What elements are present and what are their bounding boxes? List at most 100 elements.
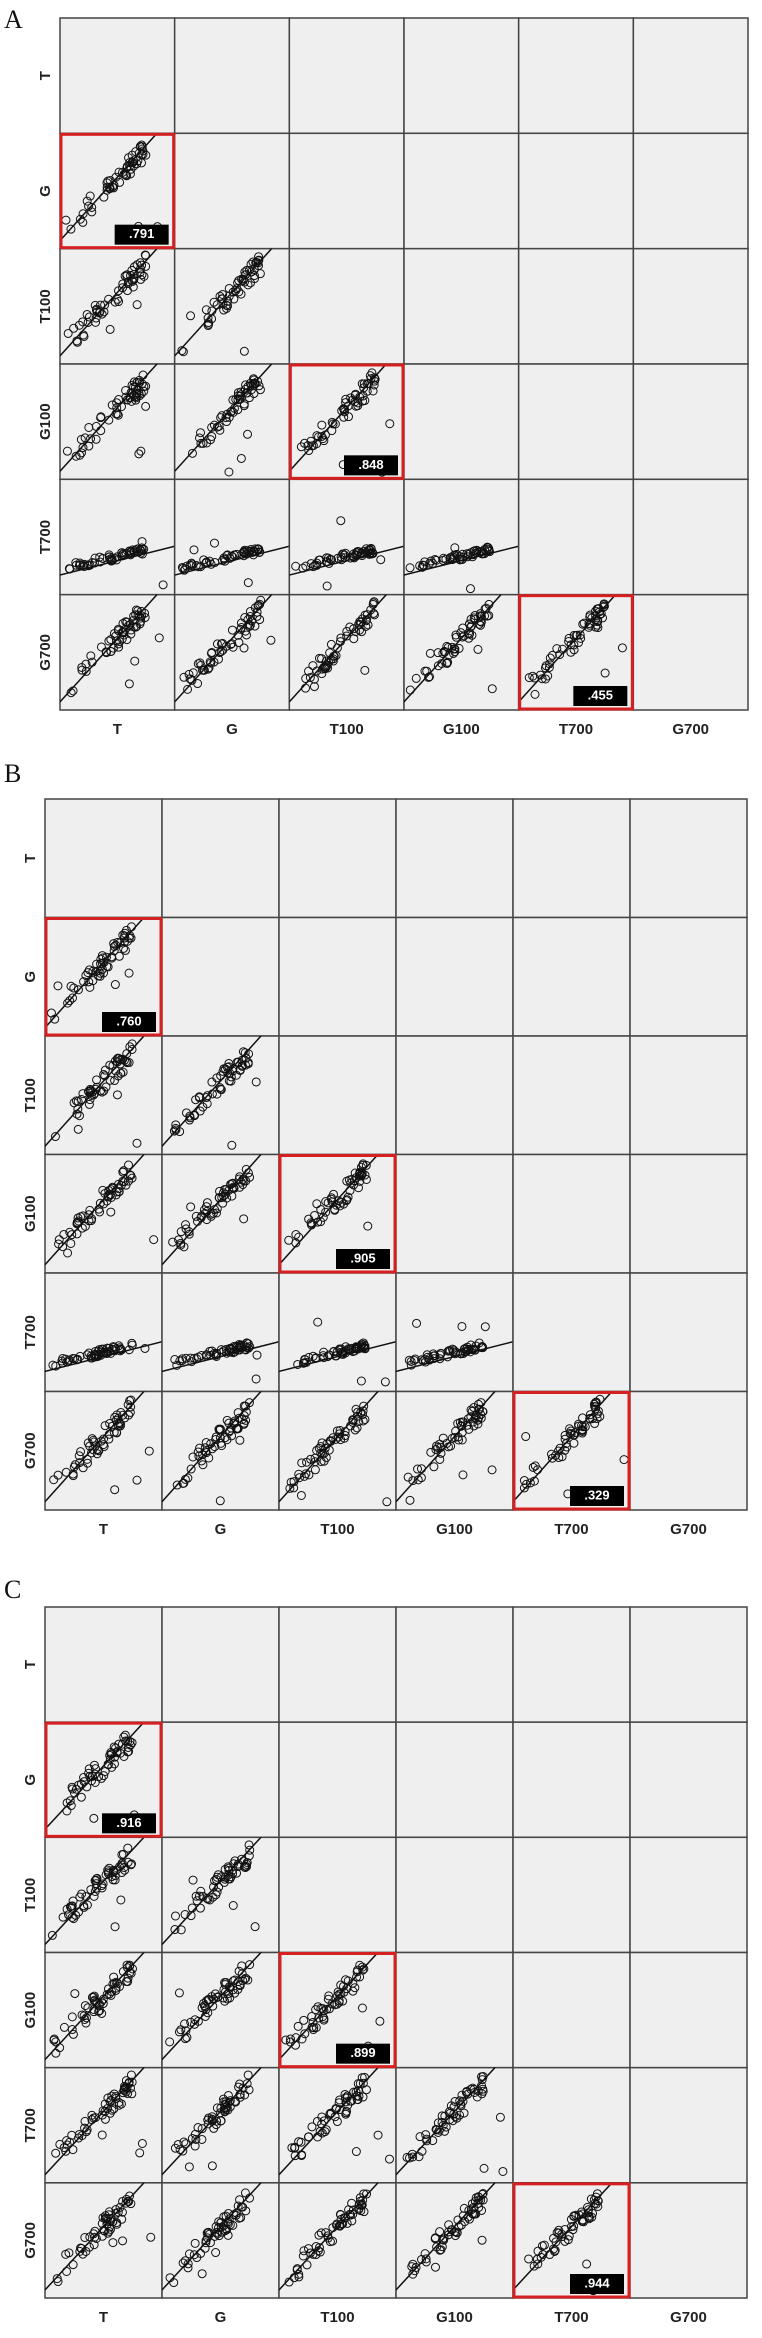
- outlier: [600, 668, 610, 678]
- highlight-box: [518, 594, 634, 711]
- point: [332, 1347, 342, 1357]
- point: [180, 1910, 190, 1920]
- point: [416, 1473, 426, 1483]
- column-label: T: [99, 2309, 108, 2326]
- point: [455, 2096, 465, 2106]
- point: [286, 2034, 296, 2044]
- point: [125, 2083, 135, 2093]
- point: [101, 648, 111, 658]
- point: [321, 1453, 331, 1463]
- point: [301, 683, 311, 693]
- outlier: [243, 429, 253, 439]
- point: [226, 1179, 236, 1189]
- outlier: [186, 1202, 196, 1212]
- point: [85, 1441, 95, 1451]
- point: [290, 2143, 300, 2153]
- scatter-points: [279, 1391, 392, 1507]
- point: [407, 2149, 417, 2159]
- cell: [278, 916, 397, 1037]
- point: [127, 1859, 137, 1869]
- point: [92, 1873, 102, 1883]
- scatter-points: [45, 1391, 154, 1503]
- outlier: [72, 337, 82, 347]
- point: [67, 1901, 77, 1911]
- row-label: G: [37, 185, 54, 197]
- point: [174, 1235, 184, 1245]
- scatter-points: [162, 1391, 262, 1506]
- point: [299, 2246, 309, 2256]
- point: [100, 300, 110, 310]
- point: [63, 328, 73, 338]
- point: [317, 431, 327, 441]
- point: [121, 386, 131, 396]
- point: [477, 2075, 487, 2085]
- point: [101, 1870, 111, 1880]
- point: [307, 1219, 317, 1229]
- point: [404, 1355, 414, 1365]
- point: [217, 294, 227, 304]
- point: [236, 618, 246, 628]
- point: [78, 317, 88, 327]
- point: [245, 1845, 255, 1855]
- point: [104, 415, 114, 425]
- cell: [403, 132, 520, 250]
- point: [319, 1353, 329, 1363]
- point: [221, 300, 231, 310]
- point: [132, 388, 142, 398]
- point: [432, 1441, 442, 1451]
- point: [129, 269, 139, 279]
- point: [528, 1462, 538, 1472]
- point: [78, 209, 88, 219]
- point: [433, 661, 443, 671]
- point: [204, 319, 214, 329]
- point: [551, 1450, 561, 1460]
- point: [68, 2260, 78, 2270]
- point: [99, 2226, 109, 2236]
- correlation-label: .899: [350, 2045, 375, 2060]
- point: [199, 2001, 209, 2011]
- point: [299, 1471, 309, 1481]
- point: [232, 1057, 242, 1067]
- point: [456, 628, 466, 638]
- point: [103, 1865, 113, 1875]
- outlier: [136, 446, 146, 456]
- point: [84, 441, 94, 451]
- point: [126, 1860, 136, 1870]
- point: [317, 2112, 327, 2122]
- point: [251, 258, 261, 268]
- point: [170, 1911, 180, 1921]
- cell: [288, 17, 405, 135]
- point: [111, 409, 121, 419]
- point: [428, 2136, 438, 2146]
- point: [196, 562, 206, 572]
- point: [100, 2099, 110, 2109]
- point: [116, 1068, 126, 1078]
- point: [476, 1398, 486, 1408]
- cell: [161, 1390, 280, 1511]
- cell: [395, 1035, 514, 1156]
- point: [106, 646, 116, 656]
- cell: [632, 17, 749, 135]
- point: [91, 317, 101, 327]
- point: [336, 633, 346, 643]
- cell: [629, 2182, 748, 2299]
- fit-line: [45, 1036, 145, 1147]
- point: [91, 305, 101, 315]
- point: [102, 1196, 112, 1206]
- point: [458, 1417, 468, 1427]
- point: [209, 1994, 219, 2004]
- point: [94, 1772, 104, 1782]
- point: [197, 665, 207, 675]
- point: [109, 939, 119, 949]
- point: [585, 1414, 595, 1424]
- cell: [173, 17, 291, 135]
- point: [54, 1235, 64, 1245]
- point: [362, 610, 372, 620]
- cell: [629, 1035, 748, 1156]
- point: [235, 2092, 245, 2102]
- point: [448, 648, 458, 658]
- correlation-label: .916: [116, 1815, 141, 1830]
- point: [352, 551, 362, 561]
- cell: [288, 593, 405, 711]
- scatter-points: [279, 2182, 379, 2291]
